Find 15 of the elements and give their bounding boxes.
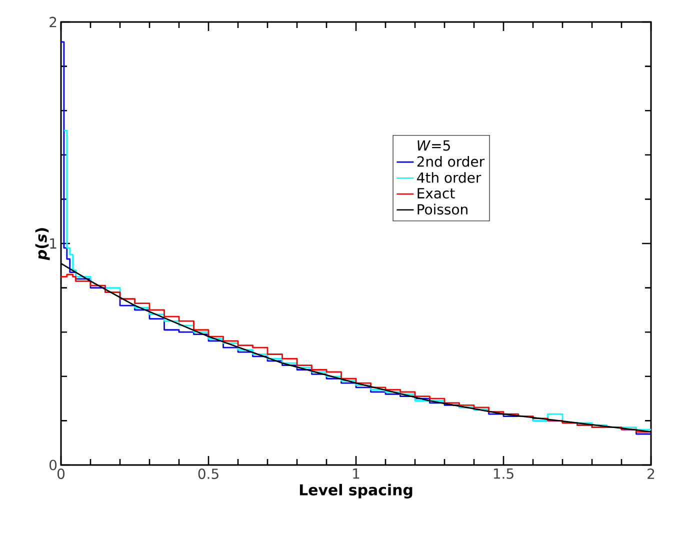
x-tick-label: 0.5 <box>198 468 218 480</box>
x-tick-label: 0 <box>57 468 65 480</box>
x-tick-label: 1 <box>353 468 360 479</box>
x-axis-title: Level spacing <box>300 484 412 498</box>
y-tick-label: 1 <box>50 238 56 249</box>
legend-label: Exact <box>418 188 455 199</box>
y-tick-label: 2 <box>50 16 56 28</box>
x-tick-label: 1.5 <box>494 468 514 479</box>
x-tick-label: 2 <box>648 468 654 479</box>
y-tick-label: 0 <box>50 460 57 470</box>
legend-title: W=5 <box>418 140 450 151</box>
y-axis-title: p(s) <box>35 228 50 260</box>
legend-label: 2nd order <box>417 156 485 167</box>
legend-label: 4th order <box>417 172 482 183</box>
legend-label: Poisson <box>418 204 468 215</box>
